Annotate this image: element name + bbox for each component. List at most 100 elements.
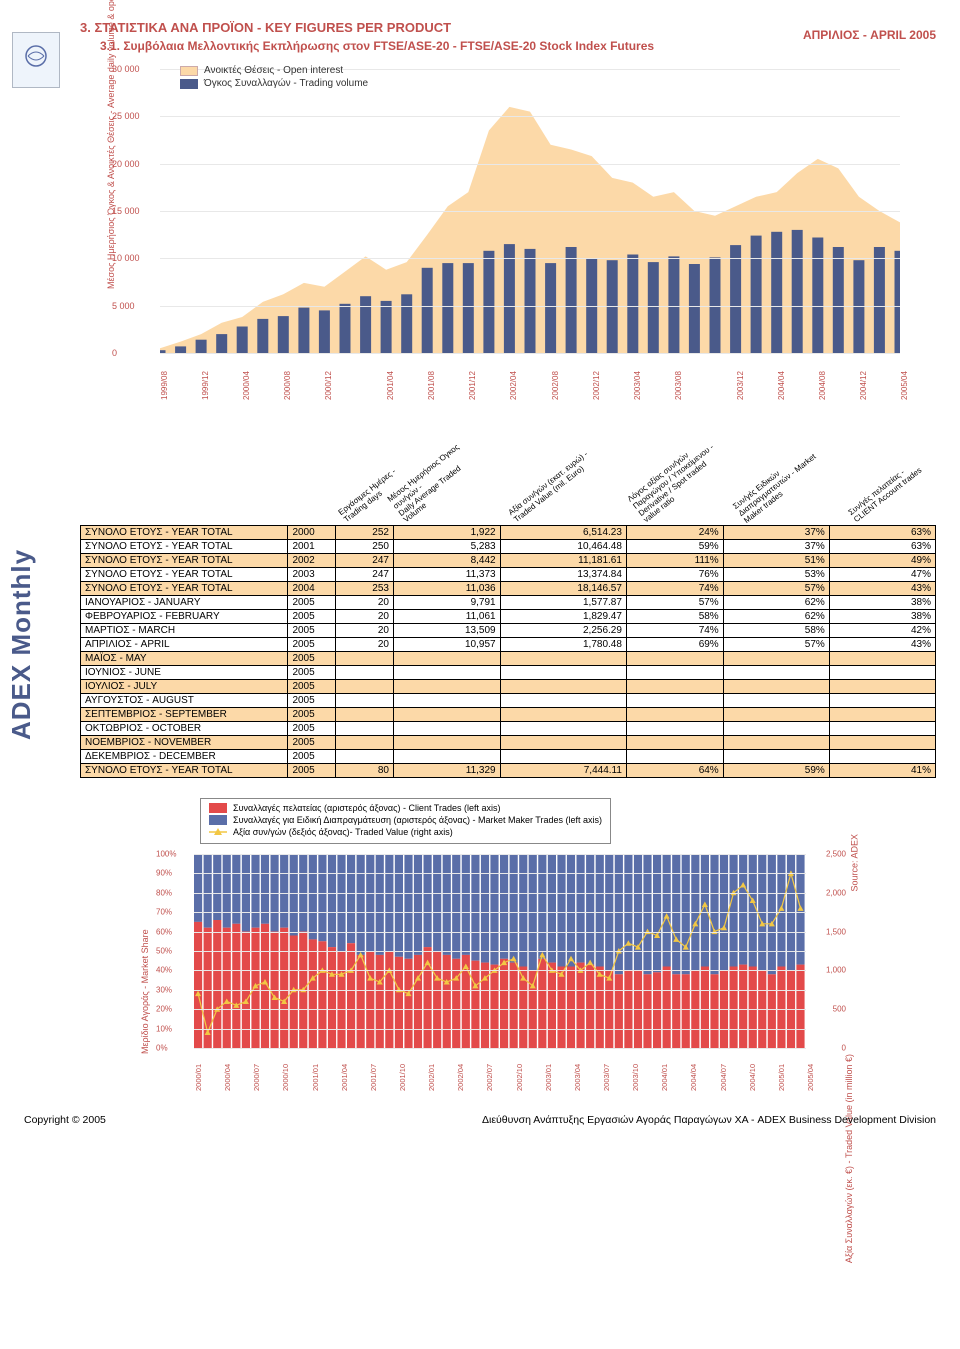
- chart2-yl-tick: 80%: [156, 888, 172, 897]
- chart2-yl-tick: 60%: [156, 927, 172, 936]
- chart1-x-tick: 2002/04: [509, 371, 518, 400]
- table-cell: [393, 694, 500, 708]
- table-cell: 80: [335, 764, 393, 778]
- chart1-x-tick: 2004/04: [777, 371, 786, 400]
- chart2-x-tick: 2004/01: [660, 1064, 669, 1091]
- table-col-header: Αξία συν/γών (εκατ. ευρώ) - Traded Value…: [507, 451, 595, 525]
- chart1-x-tick: 2003/12: [736, 371, 745, 400]
- chart2-x-tick: 2002/07: [485, 1064, 494, 1091]
- table-cell: 253: [335, 582, 393, 596]
- legend-area-label: Ανοικτές Θέσεις - Open interest: [204, 65, 343, 76]
- table-cell: 10,957: [393, 638, 500, 652]
- table-cell: [626, 750, 723, 764]
- table-cell: 47%: [829, 568, 935, 582]
- table-cell: 64%: [626, 764, 723, 778]
- chart1-x-tick: 2005/04: [900, 371, 909, 400]
- table-row: ΣΥΝΟΛΟ ΕΤΟΥΣ - YEAR TOTAL20002521,9226,5…: [81, 526, 936, 540]
- table-cell: 24%: [626, 526, 723, 540]
- chart2-x-tick: 2002/10: [515, 1064, 524, 1091]
- table-cell: 57%: [723, 582, 829, 596]
- table-cell: 57%: [626, 596, 723, 610]
- table-cell: [723, 708, 829, 722]
- table-cell: [335, 722, 393, 736]
- table-cell: 20: [335, 624, 393, 638]
- table-cell: 43%: [829, 638, 935, 652]
- footer-left: Copyright © 2005: [24, 1114, 106, 1126]
- table-cell: 74%: [626, 582, 723, 596]
- table-cell: 2005: [288, 680, 335, 694]
- table-cell: [393, 666, 500, 680]
- table-row: ΣΥΝΟΛΟ ΕΤΟΥΣ - YEAR TOTAL20058011,3297,4…: [81, 764, 936, 778]
- chart2-yl-tick: 70%: [156, 908, 172, 917]
- table-cell: 10,464.48: [500, 540, 626, 554]
- table-row: ΑΠΡΙΛΙΟΣ - APRIL20052010,9571,780.4869%5…: [81, 638, 936, 652]
- chart1-x-tick: 2001/04: [386, 371, 395, 400]
- table-cell: 51%: [723, 554, 829, 568]
- table-cell: 2000: [288, 526, 335, 540]
- table-cell: [723, 694, 829, 708]
- table-cell: [723, 652, 829, 666]
- table-cell: 2005: [288, 638, 335, 652]
- table-cell: 2001: [288, 540, 335, 554]
- legend-tv-label: Αξία συν/γών (δεξιός άξονας)- Traded Val…: [233, 827, 453, 837]
- table-cell: [393, 652, 500, 666]
- table-row: ΜΑΪΟΣ - MAY2005: [81, 652, 936, 666]
- chart1-x-tick: 2000/04: [242, 371, 251, 400]
- table-cell: [335, 750, 393, 764]
- footer: Copyright © 2005 Διεύθυνση Ανάπτυξης Εργ…: [0, 1114, 960, 1126]
- table-cell: [335, 666, 393, 680]
- table-cell: 7,444.11: [500, 764, 626, 778]
- chart2-x-tick: 2000/07: [252, 1064, 261, 1091]
- table-cell: ΟΚΤΩΒΡΙΟΣ - OCTOBER: [81, 722, 288, 736]
- chart2-x-tick: 2000/10: [281, 1064, 290, 1091]
- table-cell: 2002: [288, 554, 335, 568]
- table-row: ΦΕΒΡΟΥΑΡΙΟΣ - FEBRUARY20052011,0611,829.…: [81, 610, 936, 624]
- table-cell: [829, 666, 935, 680]
- table-cell: [626, 694, 723, 708]
- chart1-y-tick: 30 000: [112, 64, 140, 74]
- table-cell: [335, 708, 393, 722]
- table-cell: ΔΕΚΕΜΒΡΙΟΣ - DECEMBER: [81, 750, 288, 764]
- table-cell: [723, 722, 829, 736]
- table-row: ΣΥΝΟΛΟ ΕΤΟΥΣ - YEAR TOTAL20022478,44211,…: [81, 554, 936, 568]
- table-cell: 38%: [829, 596, 935, 610]
- table-cell: [829, 750, 935, 764]
- chart2-x-tick: 2000/04: [223, 1064, 232, 1091]
- chart2-yl-tick: 20%: [156, 1005, 172, 1014]
- chart1-y-tick: 0: [112, 348, 117, 358]
- chart2-yl-tick: 30%: [156, 985, 172, 994]
- table-row: ΙΟΥΛΙΟΣ - JULY2005: [81, 680, 936, 694]
- chart2-yl-tick: 40%: [156, 966, 172, 975]
- table-cell: ΣΥΝΟΛΟ ΕΤΟΥΣ - YEAR TOTAL: [81, 540, 288, 554]
- chart2-source: Source: ADEX: [850, 834, 860, 892]
- table-cell: 1,577.87: [500, 596, 626, 610]
- chart2-x-tick: 2001/04: [340, 1064, 349, 1091]
- table-cell: 58%: [626, 610, 723, 624]
- table-row: ΑΥΓΟΥΣΤΟΣ - AUGUST2005: [81, 694, 936, 708]
- chart1-x-tick: 2001/12: [468, 371, 477, 400]
- table-cell: 8,442: [393, 554, 500, 568]
- table-col-header: Λόγος αξίας συν/γών Παραγώγου / Υποκείμε…: [626, 436, 726, 525]
- table-cell: 2003: [288, 568, 335, 582]
- table-cell: [393, 680, 500, 694]
- chart2-yr-label: Αξία Συναλλαγών (εκ. €) - Traded Value (…: [844, 1054, 854, 1263]
- table-cell: 13,509: [393, 624, 500, 638]
- table-cell: 2005: [288, 694, 335, 708]
- table-cell: 69%: [626, 638, 723, 652]
- table-cell: 247: [335, 568, 393, 582]
- chart2-yl-tick: 0%: [156, 1044, 168, 1053]
- table-col-header: Συν/γές Ειδικών Διαπραγματευτών - Market…: [732, 445, 824, 525]
- table-cell: ΙΟΥΝΙΟΣ - JUNE: [81, 666, 288, 680]
- table-cell: [626, 652, 723, 666]
- table-cell: ΙΑΝΟΥΑΡΙΟΣ - JANUARY: [81, 596, 288, 610]
- table-cell: ΙΟΥΛΙΟΣ - JULY: [81, 680, 288, 694]
- table-cell: [829, 722, 935, 736]
- table-cell: 20: [335, 596, 393, 610]
- table-row: ΣΥΝΟΛΟ ΕΤΟΥΣ - YEAR TOTAL200425311,03618…: [81, 582, 936, 596]
- table-cell: [335, 652, 393, 666]
- table-col-header: Συν/γές πελατείας - CLIENT Account trade…: [847, 460, 924, 525]
- table-cell: ΑΥΓΟΥΣΤΟΣ - AUGUST: [81, 694, 288, 708]
- chart2-yl-tick: 50%: [156, 947, 172, 956]
- table-cell: 59%: [626, 540, 723, 554]
- chart2-yr-tick: 2,500: [826, 850, 846, 859]
